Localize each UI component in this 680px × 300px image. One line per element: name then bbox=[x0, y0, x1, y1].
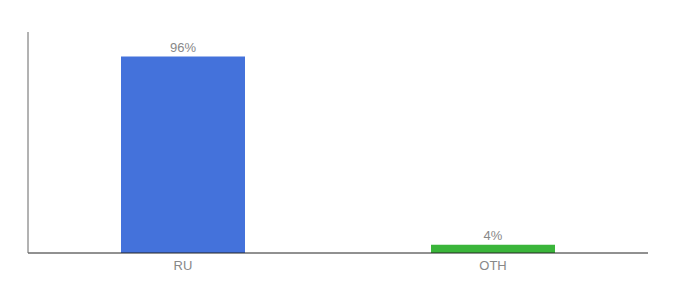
svg-text:96%: 96% bbox=[170, 40, 196, 55]
svg-text:4%: 4% bbox=[484, 228, 503, 243]
svg-text:OTH: OTH bbox=[479, 258, 506, 273]
svg-text:RU: RU bbox=[174, 258, 193, 273]
